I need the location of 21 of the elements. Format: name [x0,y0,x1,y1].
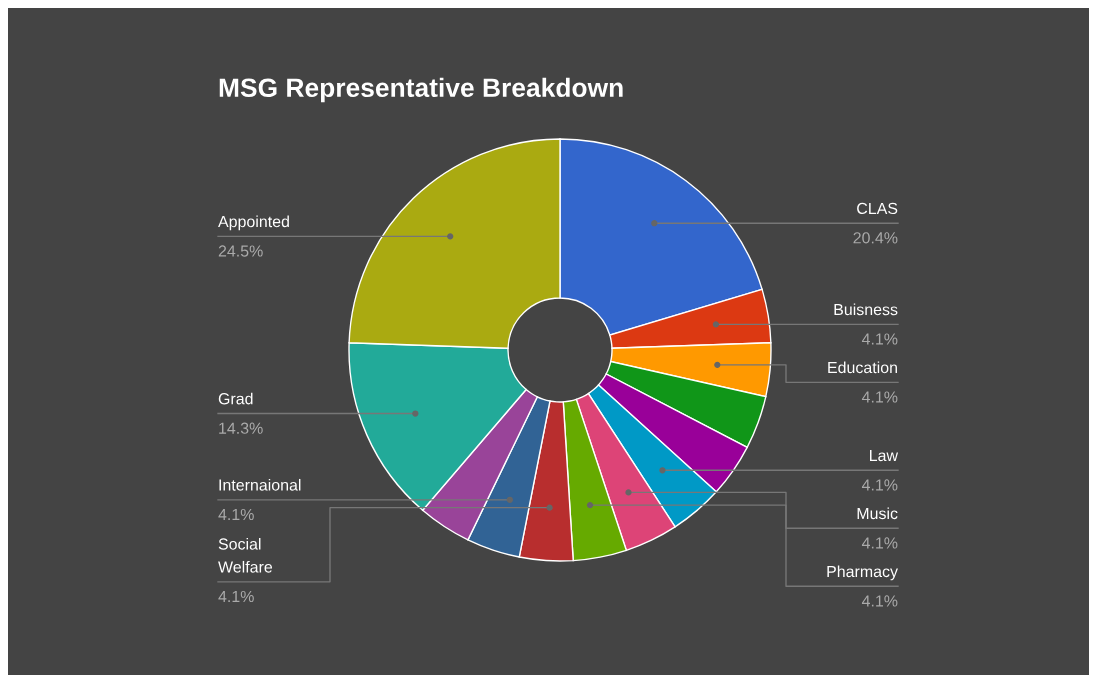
slice-label: Internaional [219,478,301,491]
data-label: 4.1% [218,508,254,521]
data-label: 4.1% [861,479,898,491]
slice-label: Social Welfare [218,537,273,573]
data-label: 24.5% [218,245,263,257]
slice-label: Grad [218,392,253,405]
slice-label: Pharmacy [827,565,898,581]
data-label: 20.4% [853,232,898,244]
data-label: 4.1% [861,391,898,403]
slice-label: Law [870,449,899,462]
data-label: 14.3% [219,422,263,434]
slice-label: CLAS [857,202,898,215]
data-label: 4.1% [861,537,898,549]
slice-label: Buisness [834,303,898,316]
chart-title: MSG Representative Breakdown [219,77,623,103]
slice-label: Education [828,361,897,374]
data-label: 4.1% [861,595,898,607]
data-label: 4.1% [218,590,254,603]
data-label: 4.1% [861,333,898,345]
slice-label: Music [857,507,898,520]
slice-label: Appointed [218,215,289,231]
